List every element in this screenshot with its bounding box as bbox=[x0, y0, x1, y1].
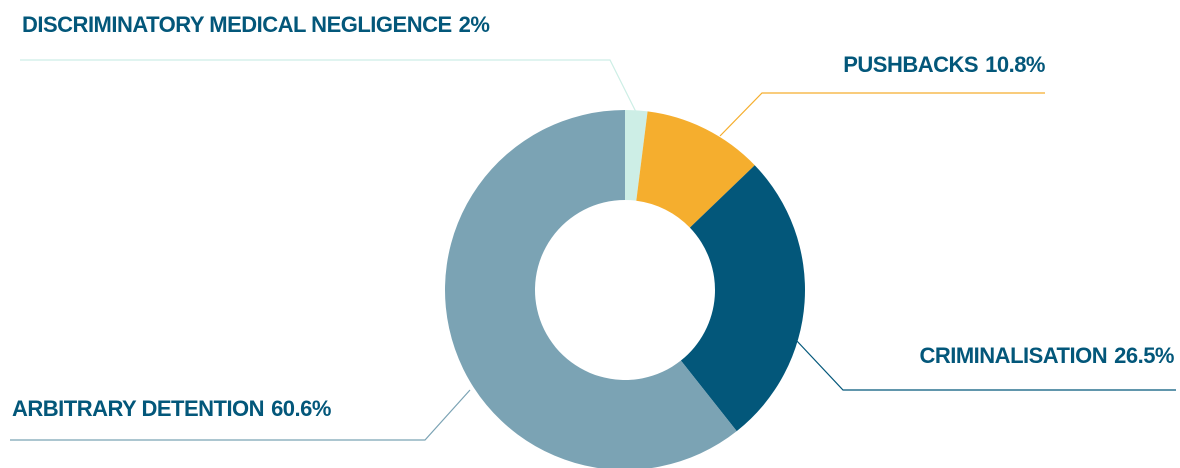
slice-name: ARBITRARY DETENTION bbox=[12, 396, 264, 421]
donut-slice bbox=[636, 111, 755, 228]
slice-label: ARBITRARY DETENTION 60.6% bbox=[12, 396, 331, 421]
slice-label: PUSHBACKS 10.8% bbox=[843, 52, 1045, 77]
slice-name: CRIMINALISATION bbox=[919, 343, 1107, 368]
slice-value: 60.6% bbox=[271, 396, 331, 421]
leader-line bbox=[10, 389, 471, 441]
leader-line bbox=[719, 92, 1045, 137]
slice-value: 10.8% bbox=[985, 52, 1045, 77]
leader-line bbox=[795, 339, 1176, 391]
slice-name: DISCRIMINATORY MEDICAL NEGLIGENCE bbox=[22, 12, 452, 37]
donut-slice bbox=[625, 110, 648, 201]
slice-name: PUSHBACKS bbox=[843, 52, 978, 77]
slice-value: 2% bbox=[459, 12, 490, 37]
donut-slice bbox=[445, 110, 737, 468]
slice-value: 26.5% bbox=[1114, 343, 1174, 368]
leader-line bbox=[20, 59, 637, 113]
slice-label: DISCRIMINATORY MEDICAL NEGLIGENCE 2% bbox=[22, 12, 489, 37]
donut-slice bbox=[680, 165, 805, 432]
slice-label: CRIMINALISATION 26.5% bbox=[919, 343, 1174, 368]
